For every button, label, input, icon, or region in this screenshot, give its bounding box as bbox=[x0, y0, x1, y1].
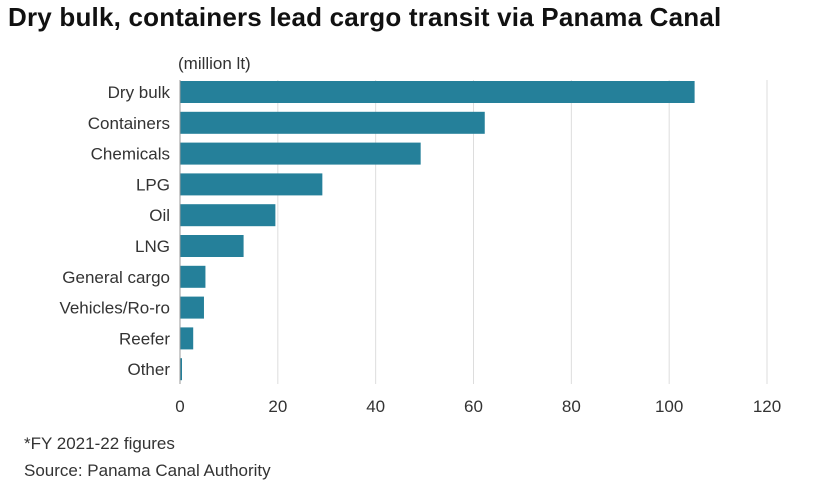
category-label: Oil bbox=[149, 206, 170, 225]
category-label: LNG bbox=[135, 237, 170, 256]
bar-lpg bbox=[180, 173, 323, 196]
x-tick-label: 120 bbox=[753, 397, 781, 416]
bar-vehicles-ro-ro bbox=[180, 296, 204, 319]
x-tick-label: 100 bbox=[655, 397, 683, 416]
category-label: Chemicals bbox=[91, 145, 170, 164]
bar-containers bbox=[180, 111, 485, 134]
footnote: *FY 2021-22 figures bbox=[24, 434, 175, 453]
category-label: Other bbox=[127, 360, 170, 379]
bar-general-cargo bbox=[180, 265, 206, 288]
bar-reefer bbox=[180, 327, 194, 350]
bar-chemicals bbox=[180, 142, 421, 165]
category-label: Dry bulk bbox=[108, 83, 171, 102]
source-note: Source: Panama Canal Authority bbox=[24, 461, 271, 480]
bar-lng bbox=[180, 235, 244, 257]
bar-other bbox=[180, 358, 182, 381]
bar-dry-bulk bbox=[180, 81, 695, 103]
x-tick-label: 60 bbox=[464, 397, 483, 416]
x-tick-label: 20 bbox=[268, 397, 287, 416]
category-label: Vehicles/Ro-ro bbox=[59, 299, 170, 318]
x-tick-label: 80 bbox=[562, 397, 581, 416]
bar-oil bbox=[180, 204, 276, 227]
category-label: Containers bbox=[88, 114, 170, 133]
chart-title: Dry bulk, containers lead cargo transit … bbox=[8, 2, 722, 32]
x-tick-label: 0 bbox=[175, 397, 184, 416]
x-tick-label: 40 bbox=[366, 397, 385, 416]
category-label: Reefer bbox=[119, 329, 170, 348]
unit-label: (million lt) bbox=[178, 54, 251, 73]
category-label: LPG bbox=[136, 175, 170, 194]
category-label: General cargo bbox=[62, 268, 170, 287]
bar-chart: Dry bulk Containers Chemicals LPG Oil LNG Gene… bbox=[59, 80, 781, 416]
